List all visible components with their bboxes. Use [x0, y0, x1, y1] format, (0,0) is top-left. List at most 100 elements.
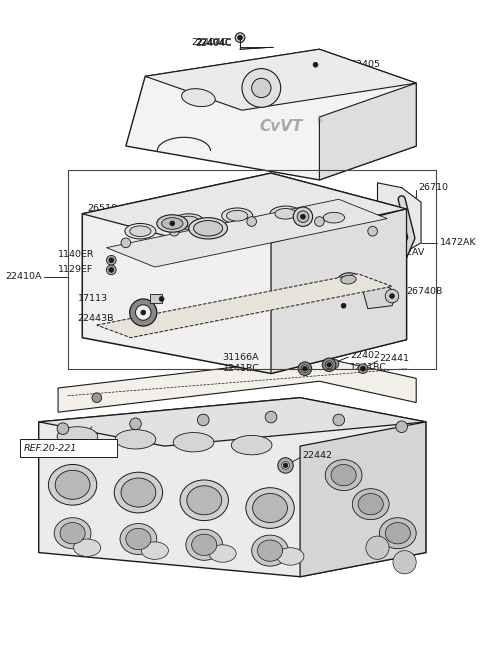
- Ellipse shape: [48, 464, 97, 505]
- Ellipse shape: [181, 89, 215, 106]
- Text: 26502: 26502: [193, 197, 224, 207]
- Circle shape: [107, 265, 116, 275]
- Ellipse shape: [325, 460, 362, 491]
- Polygon shape: [39, 398, 426, 446]
- Ellipse shape: [270, 206, 301, 222]
- Text: 1241BC: 1241BC: [223, 364, 260, 373]
- Text: 22404C: 22404C: [195, 39, 232, 48]
- Ellipse shape: [130, 226, 151, 237]
- Circle shape: [341, 303, 346, 308]
- Circle shape: [314, 216, 324, 226]
- Ellipse shape: [173, 432, 214, 452]
- Text: 22443B: 22443B: [77, 314, 114, 323]
- Circle shape: [265, 411, 277, 423]
- Polygon shape: [319, 83, 416, 180]
- Circle shape: [325, 361, 333, 369]
- Circle shape: [283, 463, 288, 468]
- Text: 1241BC: 1241BC: [350, 363, 387, 372]
- Ellipse shape: [275, 209, 296, 219]
- Circle shape: [197, 414, 209, 426]
- Text: 1140ER: 1140ER: [58, 250, 95, 259]
- Ellipse shape: [277, 548, 304, 565]
- Ellipse shape: [231, 436, 272, 455]
- Polygon shape: [300, 422, 426, 577]
- Ellipse shape: [162, 218, 183, 230]
- Circle shape: [57, 423, 69, 434]
- Circle shape: [313, 62, 318, 67]
- Polygon shape: [363, 287, 397, 308]
- Ellipse shape: [209, 545, 236, 562]
- Ellipse shape: [227, 211, 248, 221]
- Text: 22405: 22405: [350, 60, 380, 70]
- Circle shape: [121, 238, 131, 248]
- Ellipse shape: [173, 214, 204, 230]
- Circle shape: [333, 414, 345, 426]
- Ellipse shape: [193, 220, 223, 236]
- Circle shape: [368, 226, 377, 236]
- Text: 26510: 26510: [87, 205, 117, 213]
- Circle shape: [235, 33, 245, 43]
- Polygon shape: [97, 274, 392, 338]
- Ellipse shape: [318, 210, 349, 226]
- Circle shape: [329, 359, 339, 369]
- Ellipse shape: [187, 486, 222, 515]
- Ellipse shape: [186, 529, 223, 560]
- Text: is: is: [316, 115, 323, 125]
- Bar: [68, 170, 435, 369]
- Ellipse shape: [352, 489, 389, 520]
- Circle shape: [298, 362, 312, 375]
- Circle shape: [247, 216, 256, 226]
- Circle shape: [327, 362, 332, 367]
- Text: 26710: 26710: [418, 183, 448, 192]
- FancyBboxPatch shape: [20, 440, 117, 457]
- Circle shape: [301, 365, 309, 373]
- Ellipse shape: [125, 224, 156, 239]
- Ellipse shape: [331, 464, 356, 486]
- Polygon shape: [82, 173, 407, 373]
- Ellipse shape: [73, 539, 101, 556]
- Circle shape: [141, 310, 145, 315]
- Circle shape: [300, 215, 305, 219]
- Ellipse shape: [180, 480, 228, 521]
- Ellipse shape: [141, 542, 168, 560]
- Ellipse shape: [324, 213, 345, 223]
- Circle shape: [358, 364, 368, 373]
- Text: CvVT: CvVT: [259, 119, 302, 134]
- Polygon shape: [126, 49, 416, 180]
- Ellipse shape: [60, 523, 85, 544]
- Circle shape: [135, 305, 151, 320]
- Circle shape: [242, 69, 281, 108]
- Circle shape: [366, 536, 389, 560]
- Ellipse shape: [54, 518, 91, 548]
- Circle shape: [109, 268, 114, 272]
- Ellipse shape: [192, 534, 217, 556]
- Text: 26740B: 26740B: [407, 287, 443, 296]
- Text: 22442: 22442: [302, 451, 332, 461]
- Text: 1472AK: 1472AK: [439, 238, 476, 247]
- Ellipse shape: [257, 540, 283, 562]
- Polygon shape: [107, 199, 387, 267]
- Polygon shape: [58, 357, 416, 412]
- Ellipse shape: [341, 276, 356, 284]
- Circle shape: [92, 393, 102, 403]
- Bar: [150, 294, 162, 303]
- Text: 31166A: 31166A: [223, 352, 259, 361]
- Circle shape: [170, 221, 175, 226]
- Circle shape: [159, 297, 164, 301]
- Text: 22404C: 22404C: [192, 38, 228, 47]
- Ellipse shape: [189, 218, 228, 239]
- Circle shape: [282, 462, 289, 469]
- Circle shape: [360, 366, 365, 371]
- Circle shape: [107, 255, 116, 265]
- Circle shape: [302, 366, 307, 371]
- Text: REF.20-221: REF.20-221: [24, 443, 77, 453]
- Text: 22410A: 22410A: [5, 272, 41, 281]
- Polygon shape: [39, 398, 426, 577]
- Ellipse shape: [252, 535, 288, 566]
- Ellipse shape: [55, 470, 90, 499]
- Circle shape: [130, 418, 141, 430]
- Circle shape: [169, 226, 179, 236]
- Polygon shape: [82, 173, 407, 249]
- Text: 17113: 17113: [77, 295, 108, 304]
- Circle shape: [278, 458, 293, 473]
